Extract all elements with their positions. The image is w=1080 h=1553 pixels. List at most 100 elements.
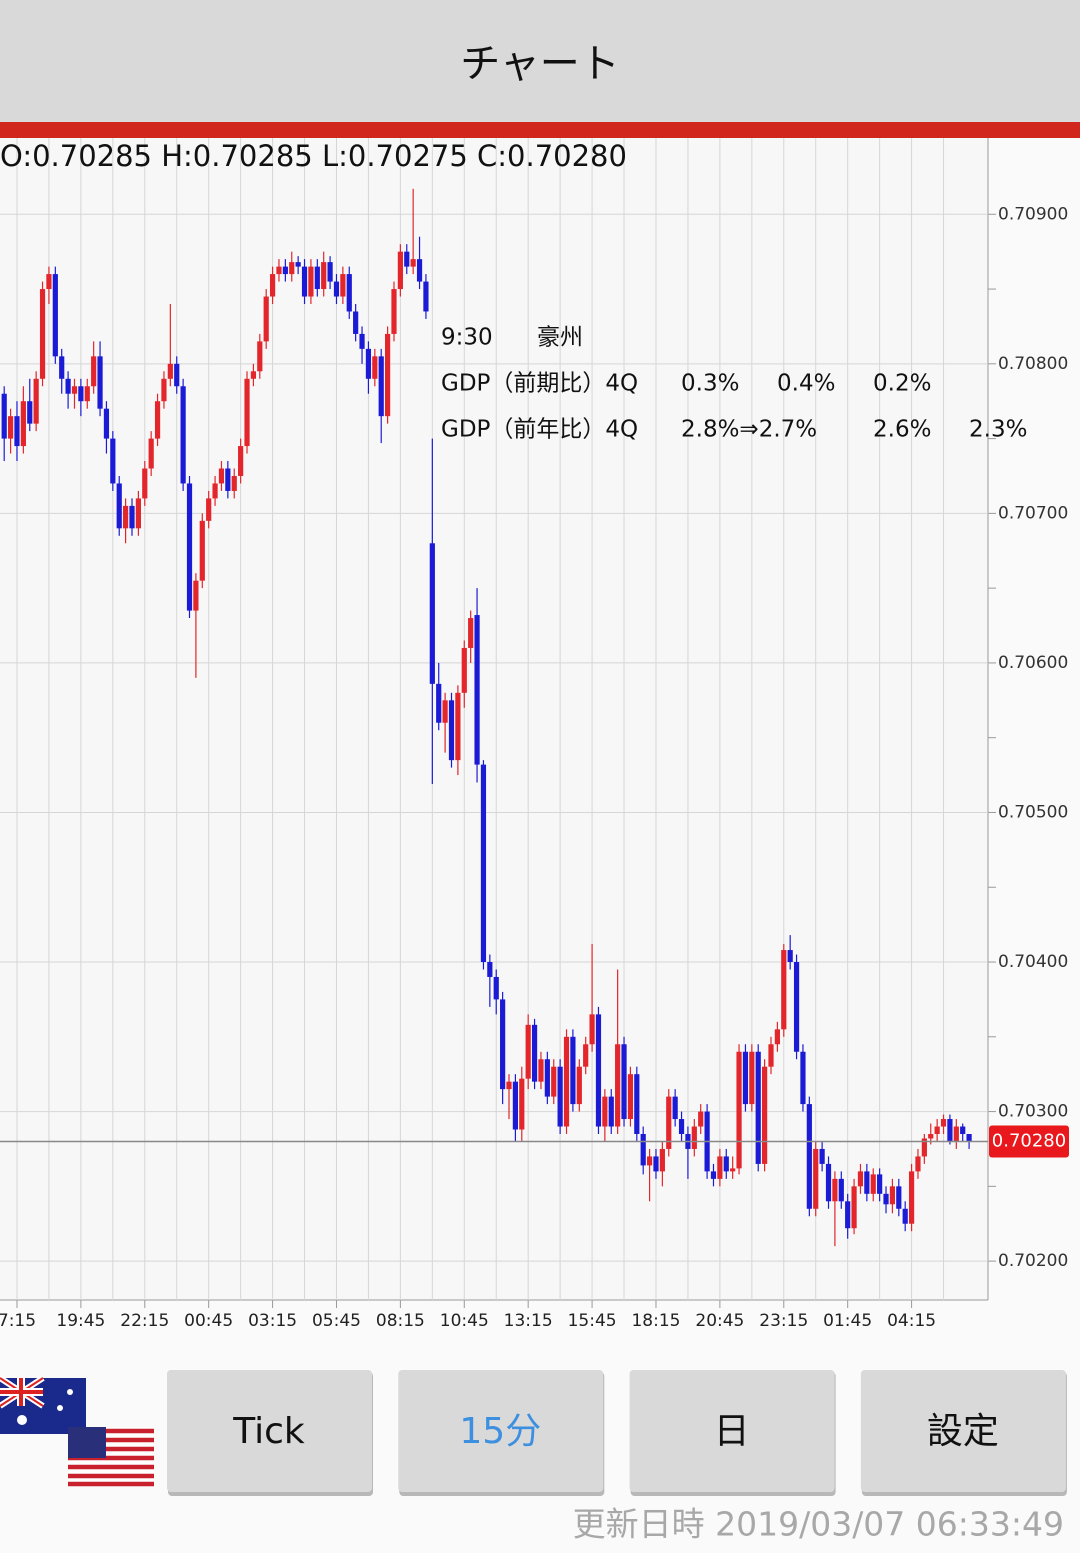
button-face[interactable] [398,1370,604,1492]
button-face[interactable] [629,1370,835,1492]
x-tick-label: 04:15 [887,1311,936,1331]
candle-body [359,333,365,349]
candle-body [608,1096,614,1127]
button-label[interactable]: 設定 [927,1411,999,1452]
y-tick-label: 0.70900 [998,204,1068,224]
candle-body [966,1134,972,1142]
candle-body [717,1156,723,1179]
candle-body [199,520,205,581]
period-button[interactable]: 15分 [398,1370,605,1496]
candle-body [301,266,308,297]
button-face[interactable] [167,1370,372,1492]
candle-body [659,1148,665,1172]
button-label[interactable]: 日 [714,1411,750,1452]
candle-body [193,580,199,611]
candle-body [928,1134,934,1139]
candle-body [877,1174,883,1194]
candles [1,188,972,1247]
candle-body [838,1178,844,1202]
candle-body [480,764,487,963]
flag-au-star [17,1415,27,1425]
candle-body [793,962,800,1052]
candle-body [960,1126,966,1134]
candle-body [576,1066,582,1105]
candle-body [691,1126,697,1149]
candle-body [902,1208,908,1224]
candle-body [442,700,448,723]
y-tick-label: 0.70300 [998,1102,1068,1122]
candle-body [167,363,173,379]
candle-body [851,1186,857,1229]
candle-body [845,1201,851,1229]
event-value: 2.6% [873,417,931,443]
candle-body [340,274,346,297]
x-tick-label: 19:45 [56,1311,105,1331]
y-tick-label: 0.70400 [998,952,1068,972]
last-price-tag [989,1125,1069,1158]
button-label[interactable]: Tick [232,1411,305,1452]
x-tick-label: 00:45 [184,1311,233,1331]
x-tick-label: 20:45 [695,1311,744,1331]
candle-body [736,1051,742,1169]
period-button[interactable]: 日 [629,1370,836,1496]
candle-body [244,378,250,447]
candle-body [947,1119,953,1142]
candle-body [391,289,397,334]
candle-body [14,416,20,447]
candle-body [103,408,110,439]
candle-body [1,393,7,439]
candle-body [20,401,26,447]
candle-body [71,386,78,394]
candle-body [295,262,301,267]
candle-body [289,262,295,275]
x-tick-label: 03:15 [248,1311,297,1331]
candle-body [570,1036,576,1105]
candle-body [864,1171,870,1194]
button-face[interactable] [860,1370,1066,1492]
x-tick-label: 23:15 [759,1311,808,1331]
candle-body [940,1119,947,1127]
last-price-label: 0.70280 [992,1130,1066,1151]
candle-body [161,378,167,402]
candle-body [595,1014,602,1127]
period-buttons: Tick 15分 日 設定 [167,1370,1067,1496]
ohlc-summary: O:0.70285 H:0.70285 L:0.70275 C:0.70280 [0,139,627,173]
candle-body [908,1171,915,1224]
period-button[interactable]: 設定 [860,1370,1067,1496]
period-button[interactable]: Tick [167,1370,373,1496]
candle-body [883,1193,889,1205]
candle-body [512,1081,518,1130]
event-value: 2.3% [969,417,1027,443]
candle-body [915,1156,921,1172]
event-value: 2.8%⇒2.7% [681,417,817,443]
x-tick-label: 18:15 [631,1311,680,1331]
candle-body [110,438,116,484]
accent-bar [0,122,1080,138]
event-time: 9:30 [441,325,493,351]
candle-body [448,700,455,761]
updated-time: 更新日時 2019/03/07 06:33:49 [573,1505,1064,1544]
candle-body [276,266,282,275]
candle-body [583,1044,589,1067]
candle-body [589,1014,595,1045]
button-label[interactable]: 15分 [459,1411,541,1452]
candle-body [896,1186,902,1209]
candle-body [84,386,90,402]
candle-body [378,356,384,417]
candle-body [781,950,787,1030]
candle-body [640,1134,646,1166]
candle-body [678,1119,685,1134]
candle-body [762,1066,768,1164]
candle-body [710,1171,717,1179]
event-value: 0.4% [777,371,835,397]
candle-body [423,281,429,312]
candle-body [180,386,186,484]
x-tick-label: 10:45 [440,1311,489,1331]
candle-body [806,1104,812,1209]
candle-body [206,498,212,521]
candle-body [212,483,218,499]
candle-body [551,1066,557,1097]
candle-body [39,289,46,379]
candle-body [321,262,327,290]
candle-body [742,1051,749,1105]
